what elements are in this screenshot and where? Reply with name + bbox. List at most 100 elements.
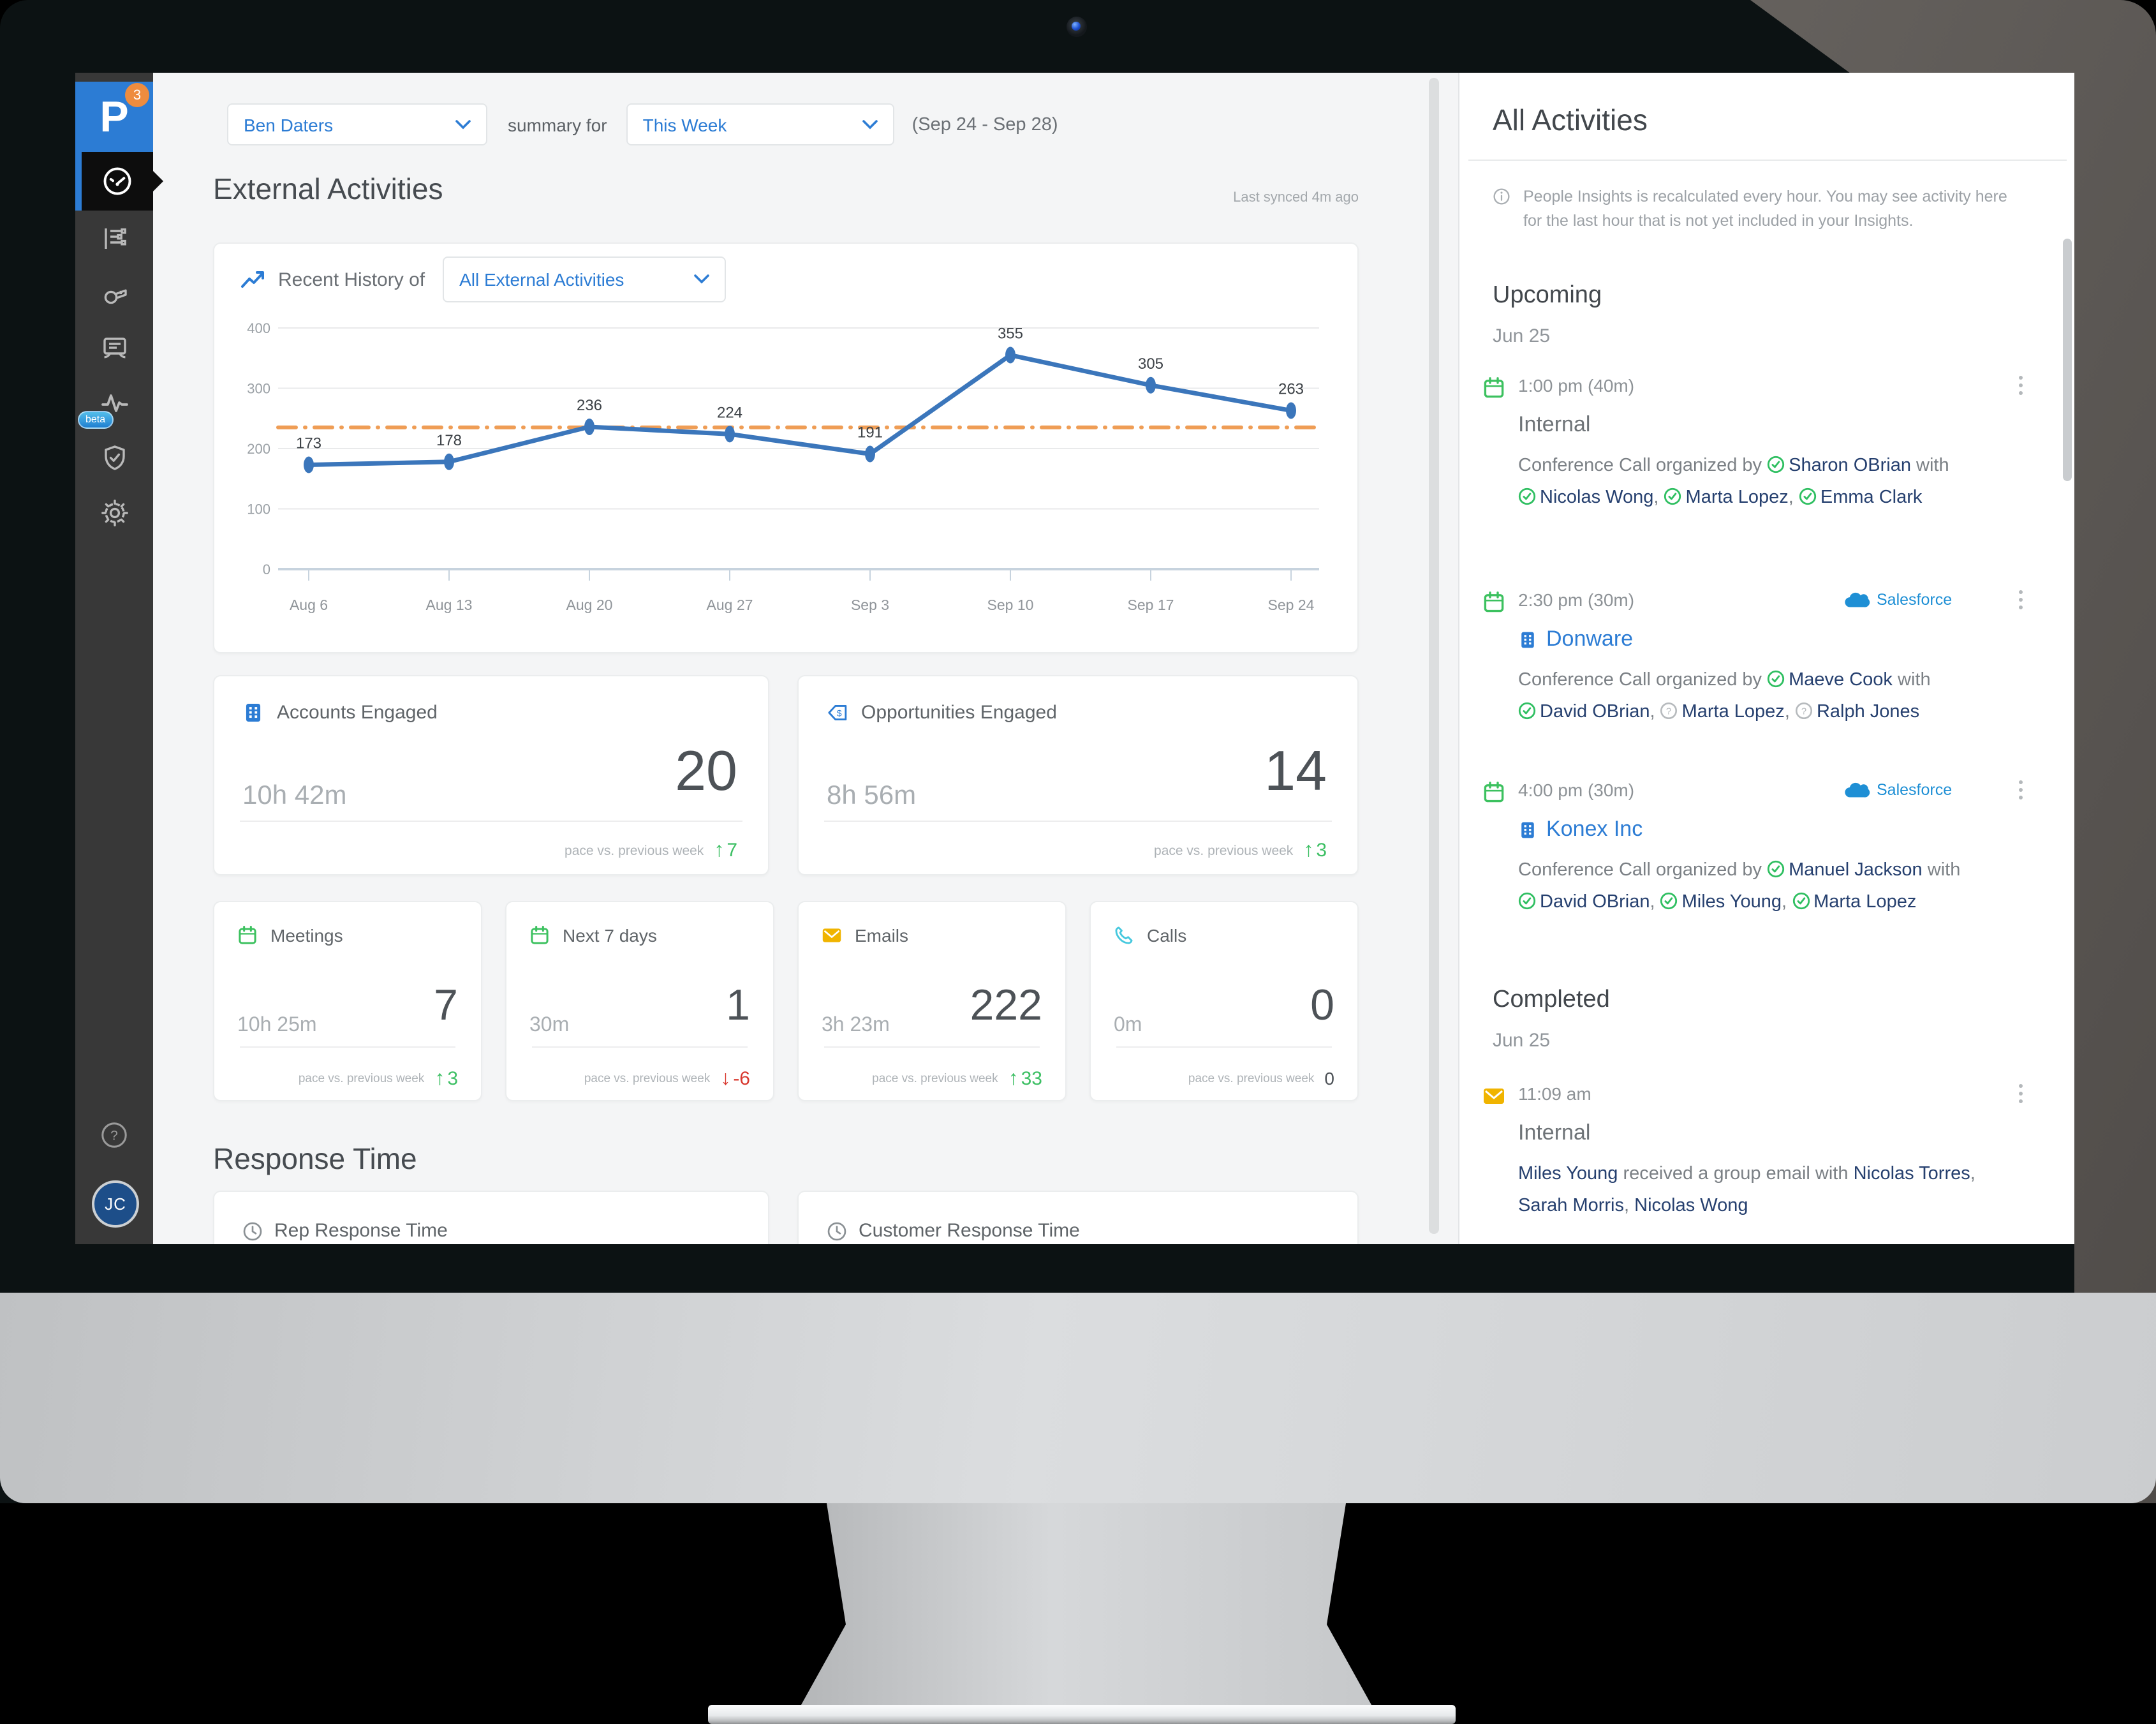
body-text: , xyxy=(1788,487,1799,508)
person-link[interactable]: Miles Young xyxy=(1518,1164,1618,1184)
help-icon: ? xyxy=(100,1120,129,1156)
company-link[interactable]: Donware xyxy=(1518,627,1633,652)
app-logo[interactable]: P 3 xyxy=(75,82,153,152)
person-link[interactable]: Manuel Jackson xyxy=(1767,860,1923,881)
pace-row: pace vs. previous week ↑ 3 xyxy=(1154,840,1327,861)
person-link[interactable]: Miles Young xyxy=(1660,892,1782,912)
all-activities-panel: All Activities People Insights is recalc… xyxy=(1458,73,2074,1244)
pace-delta: 7 xyxy=(727,840,737,861)
person-link[interactable]: Nicolas Wong xyxy=(1518,487,1653,508)
card-title: Accounts Engaged xyxy=(277,702,438,724)
calendar-icon xyxy=(1482,781,1505,804)
pace-delta: 33 xyxy=(1021,1068,1042,1090)
person-link[interactable]: Maeve Cook xyxy=(1767,670,1893,690)
main-scrollbar[interactable] xyxy=(1429,78,1439,1234)
svg-text:305: 305 xyxy=(1138,355,1163,373)
pace-label: pace vs. previous week xyxy=(584,1072,711,1086)
svg-text:100: 100 xyxy=(247,502,270,517)
pace-row: pace vs. previous week ↑ 3 xyxy=(299,1068,458,1090)
clock-icon xyxy=(827,1221,847,1241)
svg-text:200: 200 xyxy=(247,441,270,457)
pace-delta: 3 xyxy=(1316,840,1327,861)
notice-text: People Insights is recalculated every ho… xyxy=(1523,188,2007,230)
kebab-menu-icon[interactable] xyxy=(2018,590,2023,610)
divider xyxy=(824,1046,1040,1048)
activity-history-chart: 0 100 200 300 400 Aug 6 Aug 13 Aug 20 Aug 27 Sep … xyxy=(247,320,1321,613)
sidebar-item-coaching[interactable] xyxy=(75,265,153,320)
user-select-value: Ben Daters xyxy=(244,114,334,135)
trend-up-arrow-icon: ↑ xyxy=(1008,1067,1019,1089)
count-value: 7 xyxy=(434,981,458,1030)
gauge-icon xyxy=(101,165,134,198)
sidebar-item-settings[interactable] xyxy=(75,485,153,540)
logo-letter: P xyxy=(100,93,129,141)
summary-for-label: summary for xyxy=(508,114,607,135)
person-link[interactable]: David OBrian xyxy=(1518,702,1650,722)
activity-type-select[interactable]: All External Activities xyxy=(443,256,727,302)
tag-icon: $ xyxy=(827,702,848,724)
svg-text:Sep 10: Sep 10 xyxy=(987,597,1034,613)
count-value: 0 xyxy=(1310,981,1334,1030)
user-select[interactable]: Ben Daters xyxy=(227,103,487,145)
sidebar-nav: beta xyxy=(75,152,163,540)
completed-heading: Completed xyxy=(1493,986,1610,1013)
confirmed-check-icon xyxy=(1767,456,1785,473)
confirmed-check-icon xyxy=(1664,487,1682,505)
person-link[interactable]: Sharon OBrian xyxy=(1767,456,1911,476)
pace-label: pace vs. previous week xyxy=(1154,843,1294,858)
sidebar-item-activity[interactable]: beta xyxy=(75,375,153,430)
body-text: , xyxy=(1650,892,1660,912)
salesforce-cloud-icon xyxy=(1842,780,1870,799)
divider xyxy=(532,1046,748,1048)
trend-up-arrow-icon: ↑ xyxy=(434,1067,445,1089)
person-link[interactable]: Nicolas Wong xyxy=(1634,1196,1748,1216)
svg-text:?: ? xyxy=(1801,706,1806,717)
kebab-menu-icon[interactable] xyxy=(2018,1083,2023,1104)
sidebar-item-presentation[interactable] xyxy=(75,320,153,375)
kebab-menu-icon[interactable] xyxy=(2018,780,2023,800)
person-link[interactable]: Marta Lopez xyxy=(1664,487,1789,508)
pace-delta: -6 xyxy=(733,1068,750,1090)
page-title: External Activities xyxy=(213,172,443,205)
pace-row: pace vs. previous week ↑ 33 xyxy=(872,1068,1042,1090)
person-link[interactable]: Emma Clark xyxy=(1799,487,1922,508)
upcoming-date: Jun 25 xyxy=(1493,325,1551,347)
person-link[interactable]: Marta Lopez xyxy=(1792,892,1916,912)
kebab-menu-icon[interactable] xyxy=(2018,375,2023,396)
app-window: P 3 beta ? JC Ben Daters summary for Thi… xyxy=(75,73,2074,1244)
pulse-icon xyxy=(99,387,129,418)
person-link[interactable]: ? Ralph Jones xyxy=(1795,702,1919,722)
person-link[interactable]: Sarah Morris xyxy=(1518,1196,1624,1216)
date-range-label: (Sep 24 - Sep 28) xyxy=(912,114,1058,135)
help-button[interactable]: ? xyxy=(75,1122,153,1155)
svg-text:173: 173 xyxy=(296,435,321,452)
person-link[interactable]: Nicolas Torres xyxy=(1853,1164,1970,1184)
period-select[interactable]: This Week xyxy=(626,103,894,145)
svg-text:Aug 20: Aug 20 xyxy=(566,597,613,613)
stat-card-next-7-days: Next 7 days 30m 1 pace vs. previous week ↓ -6 xyxy=(505,901,774,1101)
person-link[interactable]: David OBrian xyxy=(1518,892,1650,912)
sidebar-item-dashboard[interactable] xyxy=(75,152,163,211)
sidebar-item-security[interactable] xyxy=(75,430,153,485)
divider xyxy=(240,821,742,822)
recent-history-card: Recent History of All External Activitie… xyxy=(213,242,1359,653)
company-link[interactable]: Konex Inc xyxy=(1518,817,1643,842)
body-text: , xyxy=(1624,1196,1635,1216)
pace-row: pace vs. previous week ↓ -6 xyxy=(584,1068,750,1090)
info-icon xyxy=(1493,188,1513,233)
period-select-value: This Week xyxy=(642,114,727,135)
salesforce-badge: Salesforce xyxy=(1842,780,1952,799)
svg-text:178: 178 xyxy=(436,432,462,449)
person-link[interactable]: ? Marta Lopez xyxy=(1660,702,1785,722)
body-text: with xyxy=(1910,456,1949,476)
chart-area: 0 100 200 300 400 Aug 6 Aug 13 Aug 20 Aug 27 Sep … xyxy=(227,300,1347,641)
sidebar-item-insights[interactable] xyxy=(75,211,153,265)
avatar[interactable]: JC xyxy=(92,1180,139,1228)
svg-text:Sep 24: Sep 24 xyxy=(1268,597,1315,613)
phone-icon xyxy=(1114,925,1134,946)
list-icon xyxy=(99,223,129,253)
building-icon xyxy=(1518,820,1537,839)
panel-scrollbar[interactable] xyxy=(2063,239,2072,481)
pace-delta: 0 xyxy=(1324,1068,1334,1089)
stat-card-emails: Emails 3h 23m 222 pace vs. previous week ↑ 33 xyxy=(797,901,1067,1101)
